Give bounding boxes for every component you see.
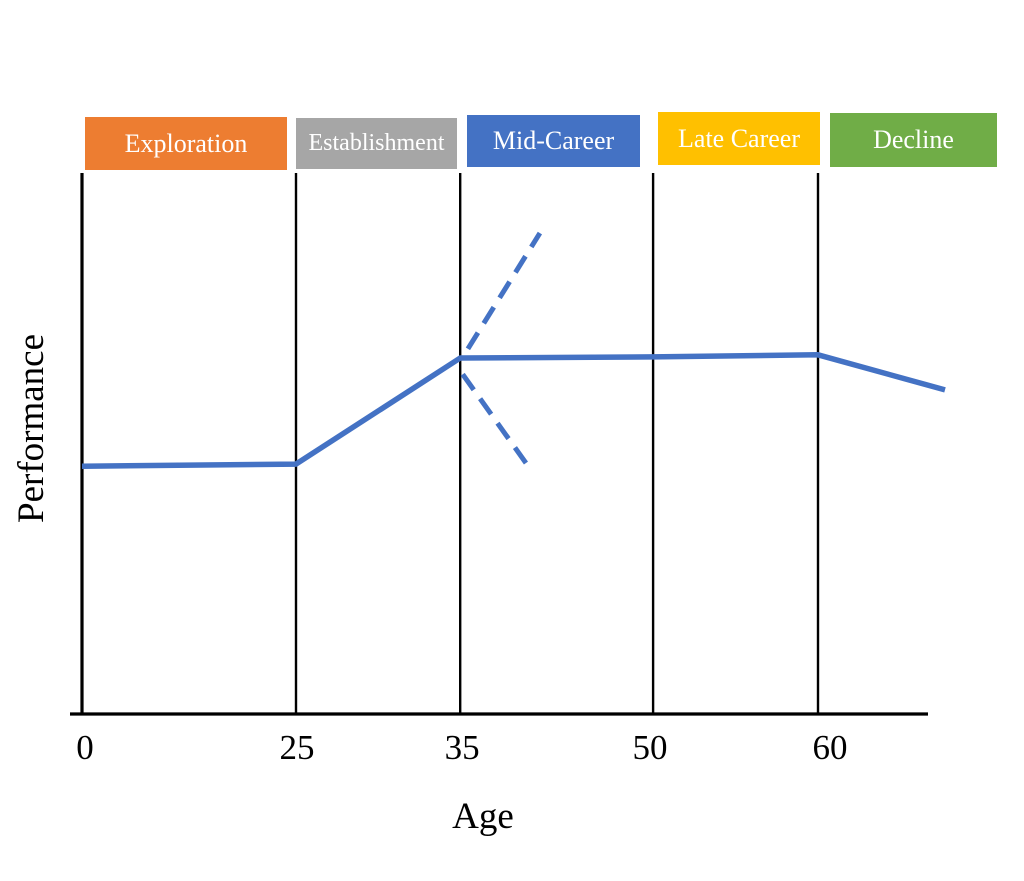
stage-box-exploration: Exploration (85, 117, 287, 170)
stage-label: Late Career (678, 123, 800, 153)
stage-box-mid-career: Mid-Career (467, 115, 640, 167)
y-axis-title: Performance (11, 333, 52, 523)
stage-label: Establishment (308, 130, 445, 156)
x-tick-label-50: 50 (632, 728, 668, 767)
x-axis-title: Age (452, 796, 514, 837)
stage-label: Mid-Career (492, 126, 615, 155)
stage-box-establishment: Establishment (296, 118, 457, 169)
stage-box-late-career: Late Career (658, 112, 820, 165)
series-performance-curve (81, 352, 946, 469)
stage-label: Decline (873, 125, 954, 154)
x-tick-label-25: 25 (279, 728, 315, 767)
x-tick-label-60: 60 (812, 728, 848, 767)
series-possible-midcareer-downturn (460, 372, 533, 472)
x-tick-label-35: 35 (444, 728, 480, 767)
stage-box-decline: Decline (830, 113, 997, 167)
x-tick-label-0: 0 (76, 728, 94, 767)
series-possible-midcareer-upturn (465, 231, 543, 351)
stage-label: Exploration (124, 128, 248, 158)
